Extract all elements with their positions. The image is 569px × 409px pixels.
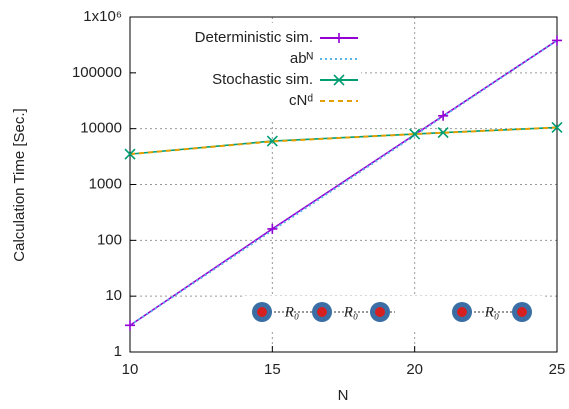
inset-label: R₀ — [484, 304, 499, 320]
point-marker — [409, 128, 421, 140]
point-marker — [266, 135, 278, 147]
point-marker — [437, 127, 449, 139]
legend-label: Deterministic sim. — [195, 29, 313, 46]
series-line — [129, 126, 558, 155]
inset-label: R₀ — [284, 304, 299, 320]
point-marker — [267, 223, 278, 234]
plot-frame — [129, 16, 558, 353]
y-tick-label: 1000 — [89, 175, 122, 192]
legend-label: Stochastic sim. — [212, 71, 313, 88]
x-tick-label: 15 — [264, 361, 281, 378]
point-marker — [552, 35, 562, 46]
inset-label: R₀ — [343, 304, 358, 320]
x-tick-label: 20 — [406, 361, 423, 378]
legend-label: abᴺ — [290, 50, 314, 67]
series-line — [129, 39, 558, 327]
inset: R₀ R₀ R₀ — [245, 296, 545, 329]
point-marker — [438, 110, 449, 121]
x-tick-label: 25 — [549, 361, 566, 378]
y-tick-label: 10 — [105, 287, 122, 304]
point-marker — [125, 320, 135, 331]
y-tick-label: 1 — [114, 343, 122, 360]
inset-cells — [252, 302, 532, 322]
point-marker — [124, 148, 136, 160]
inset-cores — [257, 307, 527, 317]
legend-label: cNᵈ — [289, 92, 313, 109]
y-axis-label: Calculation Time [Sec.] — [11, 108, 28, 261]
legend-marker — [333, 74, 345, 86]
legend-marker — [334, 33, 344, 43]
y-tick-label: 1x10⁶ — [83, 8, 122, 25]
y-tick-label: 100 — [97, 231, 122, 248]
y-tick-label: 100000 — [72, 64, 122, 81]
point-marker — [551, 121, 563, 134]
x-tick-label: 10 — [122, 361, 139, 378]
y-tick-label: 10000 — [80, 120, 122, 137]
x-axis-label: N — [338, 387, 349, 404]
series-line — [129, 126, 558, 156]
